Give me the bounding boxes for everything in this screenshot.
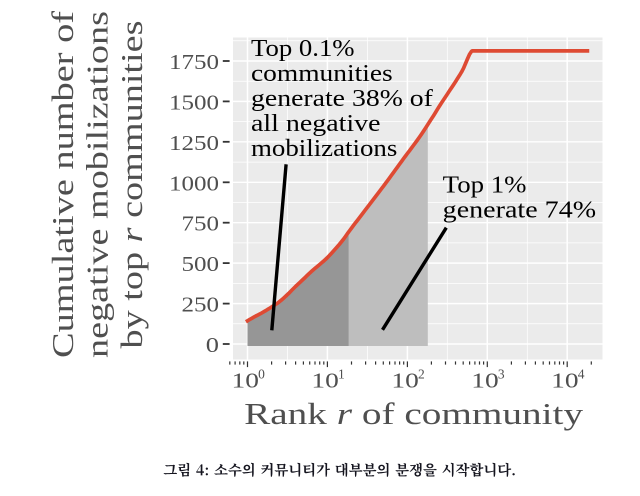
svg-text:Top 1%: Top 1% xyxy=(443,172,527,199)
svg-text:2: 2 xyxy=(418,366,425,381)
svg-text:10: 10 xyxy=(391,369,418,393)
svg-text:negative mobilizations: negative mobilizations xyxy=(80,11,115,358)
svg-text:mobilizations: mobilizations xyxy=(251,135,397,162)
svg-text:1250: 1250 xyxy=(169,131,219,155)
svg-text:Cumulative number of: Cumulative number of xyxy=(45,10,80,358)
svg-text:generate 74%: generate 74% xyxy=(443,196,596,223)
svg-text:1: 1 xyxy=(338,366,345,381)
svg-text:0: 0 xyxy=(258,366,265,381)
svg-text:generate 38% of: generate 38% of xyxy=(251,85,434,112)
svg-text:by top r communities: by top r communities xyxy=(114,21,149,349)
svg-text:3: 3 xyxy=(498,366,505,381)
svg-text:250: 250 xyxy=(182,293,220,317)
svg-text:10: 10 xyxy=(232,369,259,393)
svg-text:Rank r of community: Rank r of community xyxy=(244,396,584,431)
svg-text:10: 10 xyxy=(471,369,498,393)
svg-text:500: 500 xyxy=(182,252,220,276)
svg-text:0: 0 xyxy=(206,333,219,357)
svg-text:1000: 1000 xyxy=(169,171,219,195)
svg-text:communities: communities xyxy=(251,60,393,87)
svg-text:Top 0.1%: Top 0.1% xyxy=(251,35,355,62)
svg-text:750: 750 xyxy=(182,212,220,236)
svg-text:1500: 1500 xyxy=(169,90,219,114)
svg-text:10: 10 xyxy=(311,369,338,393)
svg-text:all negative: all negative xyxy=(251,110,381,137)
svg-text:1750: 1750 xyxy=(169,50,219,74)
svg-text:4: 4 xyxy=(578,366,585,381)
svg-text:10: 10 xyxy=(551,369,578,393)
